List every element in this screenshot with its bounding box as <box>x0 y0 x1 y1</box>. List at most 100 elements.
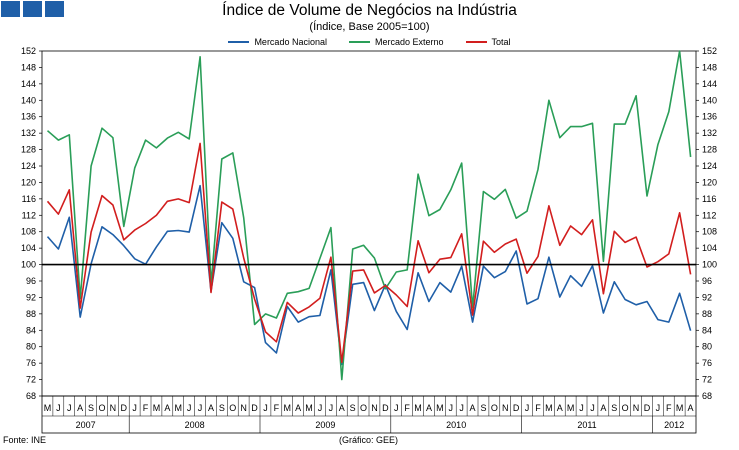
x-month-label: F <box>666 403 672 413</box>
y-tick-label-right: 140 <box>702 95 717 105</box>
y-tick-label-right: 84 <box>702 325 712 335</box>
x-month-label: J <box>656 403 661 413</box>
y-tick-label-left: 72 <box>26 375 36 385</box>
y-tick-label-right: 88 <box>702 309 712 319</box>
x-month-label: D <box>251 403 258 413</box>
series-line-total <box>46 142 692 364</box>
y-tick-label-right: 120 <box>702 177 717 187</box>
legend-item-mercado-externo: Mercado Externo <box>348 37 444 47</box>
y-tick-label-right: 136 <box>702 112 717 122</box>
y-tick-label-right: 132 <box>702 128 717 138</box>
x-month-label: A <box>600 403 606 413</box>
y-tick-label-left: 96 <box>26 276 36 286</box>
series-line-mercado-nacional <box>46 184 692 366</box>
y-tick-label-right: 112 <box>702 210 716 220</box>
y-tick-label-left: 132 <box>21 128 36 138</box>
x-month-label: D <box>382 403 389 413</box>
x-month-label: J <box>132 403 137 413</box>
y-tick-label-right: 76 <box>702 358 712 368</box>
logo-square-3 <box>45 1 64 17</box>
y-tick-label-left: 136 <box>21 112 36 122</box>
x-month-label: O <box>360 403 367 413</box>
x-month-label: M <box>305 403 313 413</box>
y-tick-label-left: 116 <box>22 194 36 204</box>
logo-square-1 <box>1 1 20 17</box>
y-tick-label-right: 72 <box>702 375 712 385</box>
legend-swatch-mercado-externo <box>348 41 370 43</box>
x-month-label: O <box>229 403 236 413</box>
chart-title: Índice de Volume de Negócios na Indústri… <box>222 2 517 19</box>
x-year-label: 2009 <box>315 420 335 430</box>
legend-swatch-mercado-nacional <box>228 41 250 43</box>
x-month-label: M <box>414 403 422 413</box>
x-month-label: N <box>240 403 247 413</box>
x-month-label: S <box>480 403 486 413</box>
series-line-mercado-externo <box>46 50 692 381</box>
x-month-label: J <box>449 403 454 413</box>
y-tick-label-left: 80 <box>26 342 36 352</box>
x-month-label: M <box>545 403 553 413</box>
y-tick-label-right: 68 <box>702 391 712 401</box>
y-tick-label-right: 80 <box>702 342 712 352</box>
x-month-label: A <box>208 403 214 413</box>
x-month-label: M <box>567 403 575 413</box>
y-tick-label-left: 100 <box>21 260 36 270</box>
x-month-label: A <box>470 403 476 413</box>
y-tick-label-right: 128 <box>702 145 717 155</box>
x-month-label: M <box>44 403 52 413</box>
x-month-label: O <box>491 403 498 413</box>
x-month-label: J <box>318 403 323 413</box>
x-year-label: 2012 <box>664 420 684 430</box>
x-year-label: 2010 <box>446 420 466 430</box>
y-tick-label-left: 104 <box>21 243 36 253</box>
x-month-label: S <box>350 403 356 413</box>
y-tick-label-left: 88 <box>26 309 36 319</box>
legend-label-mercado-externo: Mercado Externo <box>374 37 444 47</box>
y-tick-label-left: 144 <box>21 79 36 89</box>
legend-item-total: Total <box>465 37 511 47</box>
x-month-label: A <box>426 403 432 413</box>
source-note: Fonte: INE <box>3 435 47 445</box>
y-tick-label-right: 152 <box>702 46 717 56</box>
x-month-label: F <box>143 403 149 413</box>
y-tick-label-right: 96 <box>702 276 712 286</box>
x-month-label: D <box>121 403 128 413</box>
x-month-label: N <box>110 403 117 413</box>
x-month-label: A <box>339 403 345 413</box>
y-tick-label-right: 148 <box>702 62 717 72</box>
legend-item-mercado-nacional: Mercado Nacional <box>228 37 327 47</box>
legend: Mercado Nacional Mercado Externo Total <box>0 37 739 47</box>
y-tick-label-left: 92 <box>26 292 36 302</box>
x-month-label: J <box>263 403 268 413</box>
x-month-label: J <box>56 403 61 413</box>
y-tick-label-right: 116 <box>702 194 716 204</box>
x-month-label: O <box>622 403 629 413</box>
y-tick-label-right: 104 <box>702 243 717 253</box>
y-tick-label-right: 108 <box>702 227 717 237</box>
x-month-label: M <box>153 403 161 413</box>
y-tick-label-left: 128 <box>21 145 36 155</box>
x-month-label: N <box>633 403 640 413</box>
y-tick-label-left: 84 <box>26 325 36 335</box>
x-month-label: F <box>535 403 541 413</box>
x-month-label: J <box>198 403 203 413</box>
y-tick-label-right: 144 <box>702 79 717 89</box>
logo-square-2 <box>23 1 42 17</box>
x-month-label: J <box>590 403 595 413</box>
x-month-label: O <box>98 403 105 413</box>
x-month-label: J <box>459 403 464 413</box>
y-tick-label-left: 76 <box>26 358 36 368</box>
x-month-label: S <box>88 403 94 413</box>
x-month-label: S <box>219 403 225 413</box>
x-month-label: S <box>611 403 617 413</box>
legend-label-mercado-nacional: Mercado Nacional <box>254 37 327 47</box>
x-year-label: 2008 <box>185 420 205 430</box>
x-month-label: J <box>187 403 192 413</box>
x-month-label: J <box>579 403 584 413</box>
x-month-label: M <box>676 403 684 413</box>
x-month-label: D <box>644 403 651 413</box>
x-month-label: F <box>274 403 280 413</box>
x-month-label: F <box>404 403 410 413</box>
y-tick-label-left: 120 <box>21 177 36 187</box>
